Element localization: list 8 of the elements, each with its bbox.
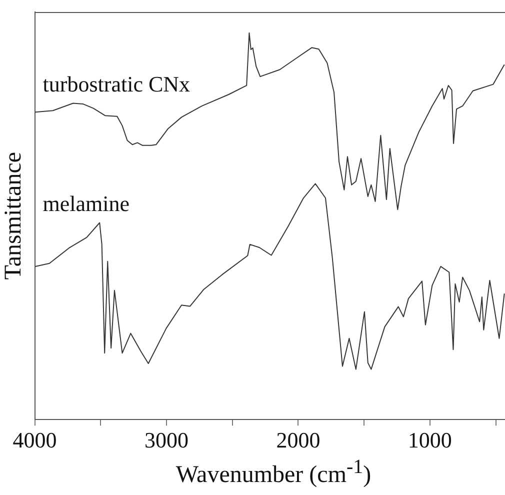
y-axis-title: Tansmittance	[0, 152, 27, 280]
x-tick-label: 1000	[408, 428, 452, 453]
x-tick-label: 4000	[12, 428, 57, 453]
series-label: melamine	[42, 190, 130, 216]
x-axis-title: Wavenumber (cm$^{-1}$)	[174, 456, 372, 489]
x-tick-label: 2000	[276, 428, 320, 453]
x-tick-label: 3000	[144, 428, 189, 453]
series-label: turbostratic CNx	[42, 71, 190, 96]
